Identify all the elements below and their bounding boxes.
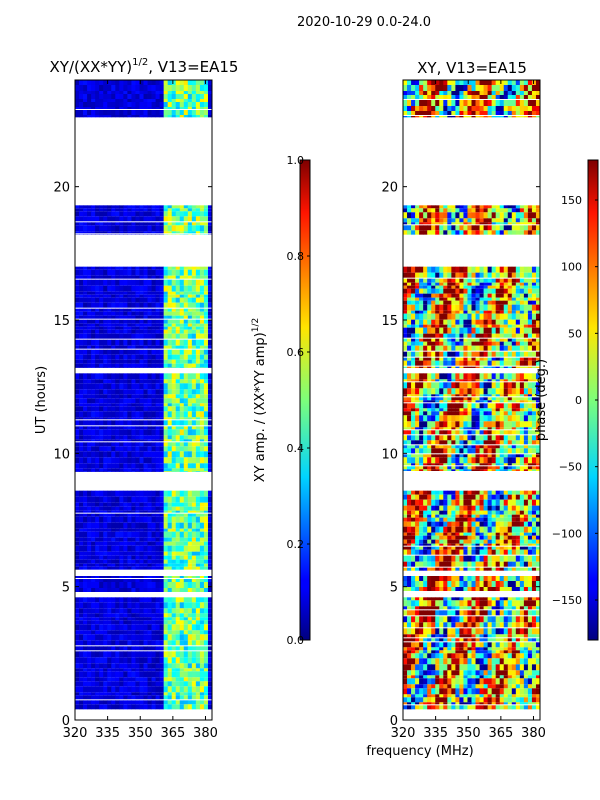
phase-colorbar-tick-label: −50 bbox=[559, 461, 582, 474]
amp-colorbar-tick-label: 0.4 bbox=[287, 442, 305, 455]
phase-x-tick-label: 380 bbox=[521, 726, 546, 741]
amp-x-tick-label: 320 bbox=[63, 726, 88, 741]
phase-y-tick-label: 15 bbox=[381, 314, 398, 329]
amp-ratio-panel: XY/(XX*YY)1/2, V13=EA15 320 335 350 365 380 0… bbox=[34, 57, 238, 741]
amp-heatmap-area bbox=[75, 80, 212, 710]
amp-y-tick-label: 15 bbox=[53, 314, 70, 329]
phase-heatmap-area bbox=[403, 80, 540, 710]
amp-y-axis-label: UT (hours) bbox=[34, 366, 49, 434]
phase-x-tick-label: 320 bbox=[391, 726, 416, 741]
phase-y-tick-label: 10 bbox=[381, 447, 398, 462]
amp-colorbar-tick-label: 0.2 bbox=[287, 538, 305, 551]
amp-x-tick-label: 380 bbox=[193, 726, 218, 741]
phase-x-tick-label: 335 bbox=[423, 726, 448, 741]
phase-colorbar-ticks: −150 −100 −50 0 50 100 150 bbox=[552, 194, 598, 607]
amp-x-tick-label: 350 bbox=[128, 726, 153, 741]
amp-y-tick-label: 10 bbox=[53, 447, 70, 462]
amp-x-tick-label: 365 bbox=[160, 726, 185, 741]
phase-colorbar-tick-label: −150 bbox=[552, 594, 582, 607]
phase-axis-ticks: 320 335 350 365 380 0 5 10 15 20 bbox=[381, 80, 546, 741]
phase-panel-title: XY, V13=EA15 bbox=[417, 59, 527, 77]
amp-y-tick-label: 5 bbox=[62, 581, 70, 596]
amp-y-tick-label: 20 bbox=[53, 181, 70, 196]
amp-colorbar: 0.0 0.2 0.4 0.6 0.8 1.0 XY amp. / (XX*YY amp)… bbox=[251, 154, 311, 647]
amp-colorbar-tick-label: 0.6 bbox=[287, 346, 305, 359]
phase-colorbar: −150 −100 −50 0 50 100 150 phase (deg.) bbox=[534, 159, 599, 641]
amp-colorbar-tick-label: 0.0 bbox=[287, 634, 305, 647]
amp-colorbar-ticks: 0.0 0.2 0.4 0.6 0.8 1.0 bbox=[287, 154, 310, 647]
phase-y-tick-label: 0 bbox=[390, 714, 398, 729]
phase-colorbar-tick-label: 50 bbox=[568, 327, 582, 340]
phase-colorbar-label: phase (deg.) bbox=[534, 359, 549, 441]
amp-y-tick-label: 0 bbox=[62, 714, 70, 729]
phase-plot-frame bbox=[402, 79, 541, 721]
phase-panel: XY, V13=EA15 320 335 350 365 380 0 5 10 15 20 bbox=[381, 59, 545, 741]
shared-x-axis-label: frequency (MHz) bbox=[366, 744, 473, 759]
amp-colorbar-label: XY amp. / (XX*YY amp)1/2 bbox=[251, 318, 268, 482]
phase-x-tick-label: 365 bbox=[488, 726, 513, 741]
amp-x-tick-label: 335 bbox=[95, 726, 120, 741]
phase-x-tick-label: 350 bbox=[456, 726, 481, 741]
figure-title: 2020-10-29 0.0-24.0 bbox=[297, 15, 431, 30]
phase-colorbar-tick-label: 150 bbox=[561, 194, 582, 207]
amp-axis-ticks: 320 335 350 365 380 0 5 10 15 20 bbox=[53, 80, 218, 741]
amp-colorbar-tick-label: 0.8 bbox=[287, 250, 305, 263]
phase-y-tick-label: 20 bbox=[381, 181, 398, 196]
amp-colorbar-gradient bbox=[299, 159, 311, 641]
amp-panel-title: XY/(XX*YY)1/2, V13=EA15 bbox=[50, 57, 239, 76]
amp-plot-frame bbox=[74, 79, 213, 721]
phase-colorbar-tick-label: 0 bbox=[575, 394, 582, 407]
phase-colorbar-tick-label: 100 bbox=[561, 261, 582, 274]
amp-colorbar-tick-label: 1.0 bbox=[287, 154, 305, 167]
phase-y-tick-label: 5 bbox=[390, 581, 398, 596]
phase-colorbar-tick-label: −100 bbox=[552, 527, 582, 540]
